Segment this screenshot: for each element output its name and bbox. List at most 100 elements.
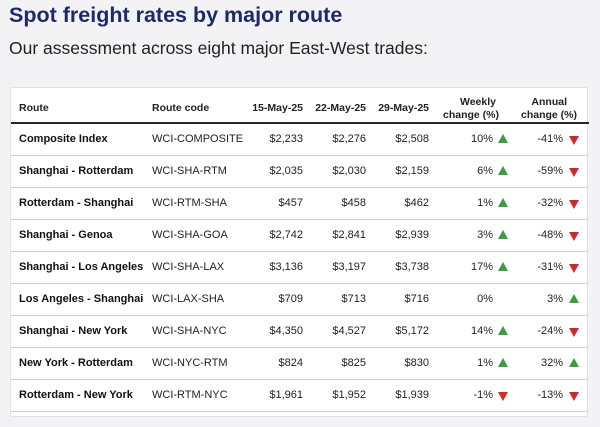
route-name: Shanghai - Genoa [19, 229, 113, 241]
annual-change-up-arrow-icon [569, 358, 579, 367]
rate-29-may: $1,939 [395, 389, 429, 401]
table-row: Shanghai - Rotterdam WCI-SHA-RTM $2,035 $2,… [11, 156, 589, 188]
table-row: Shanghai - Genoa WCI-SHA-GOA $2,742 $2,841 $… [11, 220, 589, 252]
weekly-change: 17% [470, 261, 493, 273]
annual-change-up-arrow-icon [569, 294, 579, 303]
rate-15-may: $2,742 [269, 229, 303, 241]
route-name: Rotterdam - Shanghai [19, 197, 134, 209]
weekly-change-up-arrow-icon [498, 358, 508, 367]
rate-15-may: $4,350 [269, 325, 303, 337]
rate-15-may: $3,136 [269, 261, 303, 273]
rate-22-may: $2,276 [332, 133, 366, 145]
table-header: Route Route code 15-May-25 22-May-25 29-… [11, 88, 589, 124]
route-code: WCI-SHA-NYC [152, 325, 227, 337]
route-name: Los Angeles - Shanghai [19, 293, 144, 305]
rate-22-may: $713 [341, 293, 366, 305]
rate-29-may: $462 [404, 197, 429, 209]
table-row: Composite Index WCI-COMPOSITE $2,233 $2,276… [11, 124, 589, 156]
weekly-change: 10% [470, 133, 493, 145]
annual-change-down-arrow-icon [569, 328, 579, 337]
rate-22-may: $4,527 [332, 325, 366, 337]
annual-change-down-arrow-icon [569, 392, 579, 401]
rate-15-may: $1,961 [269, 389, 303, 401]
weekly-change: 6% [477, 165, 493, 177]
weekly-change-down-arrow-icon [498, 392, 508, 401]
route-name: Composite Index [19, 133, 108, 145]
annual-change: -48% [537, 229, 563, 241]
annual-change: -41% [537, 133, 563, 145]
rate-29-may: $716 [404, 293, 429, 305]
header-date-3: 29-May-25 [378, 102, 429, 114]
header-annual-1: Annual [531, 96, 567, 108]
weekly-change: 1% [477, 197, 493, 209]
route-code: WCI-NYC-RTM [152, 357, 228, 369]
annual-change-down-arrow-icon [569, 136, 579, 145]
rate-15-may: $457 [278, 197, 303, 209]
weekly-change-up-arrow-icon [498, 134, 508, 143]
annual-change: -32% [537, 197, 563, 209]
weekly-change-up-arrow-icon [498, 230, 508, 239]
table-row: Shanghai - Los Angeles WCI-SHA-LAX $3,136 $… [11, 252, 589, 284]
weekly-change-up-arrow-icon [498, 166, 508, 175]
header-date-2: 22-May-25 [315, 102, 366, 114]
rate-15-may: $709 [278, 293, 303, 305]
table-row: Shanghai - New York WCI-SHA-NYC $4,350 $4,5… [11, 316, 589, 348]
route-code: WCI-SHA-GOA [152, 229, 228, 241]
annual-change: -59% [537, 165, 563, 177]
rate-29-may: $830 [404, 357, 429, 369]
annual-change: 32% [540, 357, 563, 369]
annual-change: -13% [537, 389, 563, 401]
table-row: Rotterdam - New York WCI-RTM-NYC $1,961 $1,… [11, 380, 589, 412]
rate-29-may: $3,738 [395, 261, 429, 273]
header-weekly-2: change (%) [442, 109, 499, 121]
rate-22-may: $2,030 [332, 165, 366, 177]
annual-change-down-arrow-icon [569, 232, 579, 241]
route-code: WCI-COMPOSITE [152, 133, 244, 145]
route-code: WCI-RTM-SHA [152, 197, 227, 209]
route-name: Shanghai - Rotterdam [19, 165, 134, 177]
rate-22-may: $3,197 [332, 261, 366, 273]
rate-29-may: $5,172 [395, 325, 429, 337]
weekly-change: 0% [477, 293, 493, 305]
rate-29-may: $2,939 [395, 229, 429, 241]
table-row: New York - Rotterdam WCI-NYC-RTM $824 $825 $… [11, 348, 589, 380]
rate-22-may: $1,952 [332, 389, 366, 401]
header-weekly-1: Weekly [460, 96, 496, 108]
table-row: Rotterdam - Shanghai WCI-RTM-SHA $457 $458 $… [11, 188, 589, 220]
annual-change-down-arrow-icon [569, 200, 579, 209]
rate-22-may: $458 [341, 197, 366, 209]
annual-change: 3% [547, 293, 563, 305]
route-name: New York - Rotterdam [19, 357, 133, 369]
route-name: Shanghai - New York [19, 325, 128, 337]
annual-change-down-arrow-icon [569, 168, 579, 177]
weekly-change: 14% [470, 325, 493, 337]
weekly-change: -1% [473, 389, 493, 401]
table-row: Los Angeles - Shanghai WCI-LAX-SHA $709 $71… [11, 284, 589, 316]
route-name: Shanghai - Los Angeles [19, 261, 144, 273]
rate-29-may: $2,159 [395, 165, 429, 177]
route-name: Rotterdam - New York [19, 389, 133, 401]
rate-22-may: $825 [341, 357, 366, 369]
weekly-change: 1% [477, 357, 493, 369]
route-code: WCI-RTM-NYC [152, 389, 228, 401]
route-code: WCI-SHA-RTM [152, 165, 227, 177]
header-route: Route [19, 102, 49, 114]
annual-change: -24% [537, 325, 563, 337]
rate-15-may: $2,035 [269, 165, 303, 177]
weekly-change-up-arrow-icon [498, 262, 508, 271]
route-code: WCI-SHA-LAX [152, 261, 225, 273]
header-route-code: Route code [152, 102, 210, 114]
rate-15-may: $824 [278, 357, 303, 369]
rate-15-may: $2,233 [269, 133, 303, 145]
page-subtitle: Our assessment across eight major East-W… [9, 38, 428, 58]
weekly-change: 3% [477, 229, 493, 241]
freight-rates-table: Route Route code 15-May-25 22-May-25 29-… [10, 87, 589, 417]
annual-change: -31% [537, 261, 563, 273]
weekly-change-up-arrow-icon [498, 326, 508, 335]
header-date-1: 15-May-25 [252, 102, 303, 114]
rate-22-may: $2,841 [332, 229, 366, 241]
weekly-change-up-arrow-icon [498, 198, 508, 207]
rate-29-may: $2,508 [395, 133, 429, 145]
route-code: WCI-LAX-SHA [152, 293, 225, 305]
page-title: Spot freight rates by major route [9, 3, 343, 27]
